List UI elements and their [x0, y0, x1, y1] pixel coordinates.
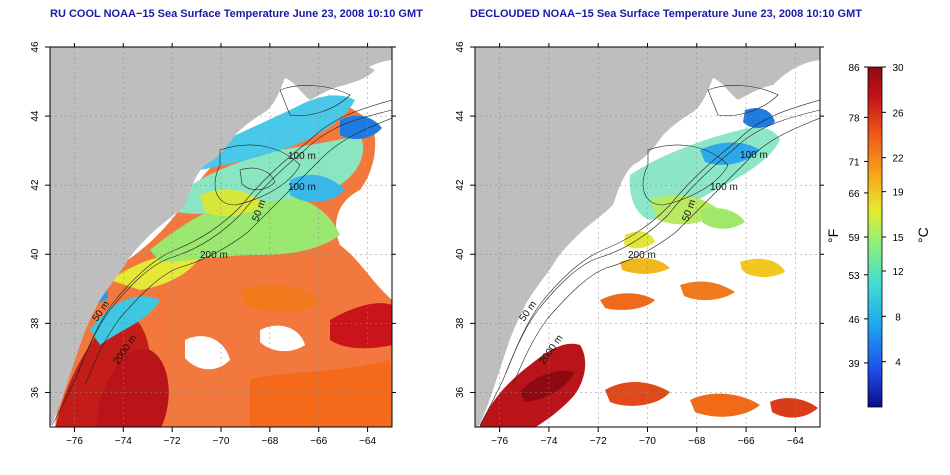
lat-tick-label: 46 [30, 41, 41, 53]
lon-tick-label: −72 [164, 436, 181, 447]
lon-tick-label: −68 [261, 436, 278, 447]
lon-tick-label: −64 [359, 436, 376, 447]
lon-tick-label: −70 [639, 436, 656, 447]
celsius-tick-label: 22 [892, 154, 904, 165]
celsius-tick-label: 19 [892, 188, 904, 199]
fahrenheit-tick-label: 46 [848, 315, 860, 326]
fahrenheit-tick-label: 71 [848, 157, 860, 168]
fahrenheit-tick-label: 53 [848, 271, 860, 282]
right-contour-label-200m: 200 m [628, 250, 656, 261]
lat-tick-label: 46 [455, 41, 466, 53]
fahrenheit-axis-label: °F [825, 229, 841, 243]
lon-tick-label: −64 [787, 436, 804, 447]
left-map-panel: 100 m 100 m 50 m 200 m 50 m 2000 m −76 −7… [30, 41, 396, 447]
fahrenheit-tick-label: 86 [848, 63, 860, 74]
lat-tick-label: 40 [455, 248, 466, 260]
fahrenheit-tick-label: 59 [848, 233, 860, 244]
lat-tick-label: 42 [455, 179, 466, 191]
left-contour-label-200m: 200 m [200, 250, 228, 261]
lat-tick-label: 44 [455, 110, 466, 122]
lon-tick-label: −70 [213, 436, 230, 447]
lon-tick-label: −74 [540, 436, 557, 447]
celsius-tick-label: 26 [892, 108, 904, 119]
lat-tick-label: 40 [30, 248, 41, 260]
lon-tick-label: −72 [590, 436, 607, 447]
left-axis-ticks: −76 −74 −72 −70 −68 −66 −64 36 38 40 42 44 46 [30, 41, 396, 447]
temperature-colorbar: 30 26 22 19 15 12 8 4 86 78 71 66 59 53 46 39 °F °C [825, 63, 931, 408]
lat-tick-label: 36 [30, 386, 41, 398]
left-sst-field [55, 95, 392, 427]
celsius-tick-label: 4 [895, 358, 901, 369]
lon-tick-label: −66 [310, 436, 327, 447]
colorbar-ticks: 30 26 22 19 15 12 8 4 86 78 71 66 59 53 46 39 [848, 63, 904, 370]
lat-tick-label: 38 [455, 317, 466, 329]
celsius-tick-label: 12 [892, 267, 904, 278]
fahrenheit-tick-label: 39 [848, 359, 860, 370]
celsius-axis-label: °C [915, 227, 931, 243]
lon-tick-label: −76 [491, 436, 508, 447]
left-graticule [50, 47, 392, 427]
right-sst-field [479, 108, 818, 427]
right-map-panel: 100 m 100 m 50 m 200 m 50 m 2000 m −76 −7… [455, 41, 824, 447]
lon-tick-label: −68 [688, 436, 705, 447]
left-bathymetry-contours [51, 85, 392, 426]
celsius-tick-label: 15 [892, 233, 904, 244]
lat-tick-label: 42 [30, 179, 41, 191]
fahrenheit-tick-label: 66 [848, 189, 860, 200]
left-contour-label-100m-south: 100 m [288, 182, 316, 193]
lat-tick-label: 44 [30, 110, 41, 122]
right-contour-label-100m-south: 100 m [710, 182, 738, 193]
right-graticule [475, 47, 820, 427]
celsius-tick-label: 30 [892, 63, 904, 74]
right-contour-label-100m-north: 100 m [740, 150, 768, 161]
right-axis-ticks: −76 −74 −72 −70 −68 −66 −64 36 38 40 42 44 46 [455, 41, 824, 447]
lon-tick-label: −76 [66, 436, 83, 447]
left-contour-label-100m-north: 100 m [288, 151, 316, 162]
lat-tick-label: 36 [455, 386, 466, 398]
lon-tick-label: −74 [115, 436, 132, 447]
colorbar-gradient [867, 66, 883, 408]
right-bathymetry-contours [479, 85, 820, 426]
left-land-mask [50, 47, 392, 427]
left-panel-title: RU COOL NOAA−15 Sea Surface Temperature … [50, 8, 423, 20]
right-land-mask [475, 47, 820, 427]
right-panel-title: DECLOUDED NOAA−15 Sea Surface Temperatur… [470, 8, 862, 20]
lon-tick-label: −66 [738, 436, 755, 447]
lat-tick-label: 38 [30, 317, 41, 329]
celsius-tick-label: 8 [895, 312, 901, 323]
fahrenheit-tick-label: 78 [848, 113, 860, 124]
